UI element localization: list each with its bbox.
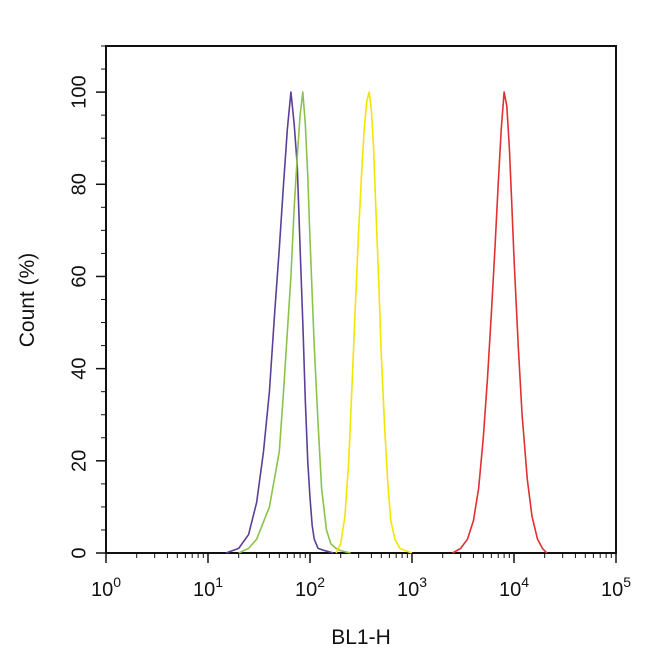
y-tick-label: 40 (68, 358, 90, 380)
x-tick-label: 105 (601, 574, 631, 601)
x-tick-label: 102 (295, 574, 325, 601)
series-line-1 (225, 91, 334, 554)
y-tick-label: 80 (68, 173, 90, 195)
series-layer (225, 91, 548, 554)
plot-area (105, 45, 617, 554)
y-tick-label: 0 (68, 547, 90, 558)
x-tick-label: 103 (397, 574, 427, 601)
x-tick-label: 104 (499, 574, 529, 601)
x-tick-label: 100 (91, 574, 121, 601)
x-axis-label: BL1-H (331, 626, 391, 649)
series-line-3 (335, 91, 413, 554)
series-line-4 (452, 91, 548, 554)
y-tick-label: 100 (68, 75, 90, 108)
y-axis-label: Count (%) (16, 253, 39, 348)
x-tick-label: 101 (193, 574, 223, 601)
y-tick-label: 20 (68, 450, 90, 472)
y-axis: 0 20 40 60 80 100 (68, 45, 106, 559)
series-line-2 (238, 91, 351, 554)
x-axis: 100 101 102 103 104 105 (91, 553, 631, 601)
y-tick-label: 60 (68, 265, 90, 287)
